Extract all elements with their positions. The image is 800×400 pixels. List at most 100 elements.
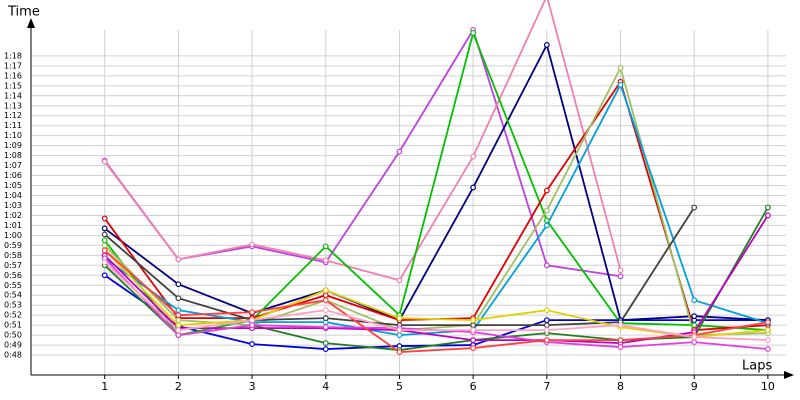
- data-point: [249, 317, 255, 324]
- data-point: [322, 324, 329, 331]
- data-point: [691, 313, 698, 320]
- data-point: [691, 322, 698, 329]
- x-tick-label: 2: [175, 380, 182, 393]
- y-tick-label: 1:07: [4, 161, 22, 170]
- y-tick-label: 0:59: [4, 241, 22, 250]
- data-point: [396, 277, 403, 284]
- data-point: [691, 339, 698, 345]
- y-tick-label: 1:14: [4, 91, 22, 100]
- x-tick-label: 3: [249, 380, 256, 393]
- x-tick-label: 4: [322, 380, 329, 393]
- data-point: [617, 81, 624, 88]
- data-point: [617, 337, 624, 343]
- y-tick-label: 0:49: [4, 341, 22, 350]
- series-line: [104, 261, 768, 341]
- y-tick-label: 1:15: [4, 81, 22, 90]
- grid: [31, 30, 786, 375]
- data-point: [249, 341, 255, 347]
- data-point: [764, 337, 771, 343]
- data-point: [322, 292, 329, 299]
- y-tick-label: 1:12: [4, 111, 22, 120]
- data-point: [617, 64, 624, 71]
- y-tick-label: 0:48: [4, 351, 22, 360]
- y-tick-label: 1:17: [4, 61, 22, 70]
- data-point: [175, 256, 182, 263]
- y-tick-label: 1:03: [4, 201, 22, 210]
- data-point: [470, 184, 477, 191]
- data-point: [617, 273, 624, 280]
- y-tick-label: 0:51: [4, 321, 22, 330]
- x-axis-label: Laps: [742, 359, 772, 374]
- series-line: [103, 27, 621, 278]
- data-point: [617, 322, 624, 329]
- y-tick-label: 1:13: [4, 101, 22, 110]
- y-tick-label: 0:54: [4, 291, 22, 300]
- data-point: [249, 241, 255, 248]
- y-tick-label: 0:52: [4, 311, 22, 320]
- y-tick-label: 1:11: [4, 121, 22, 130]
- data-point: [764, 327, 771, 334]
- data-point: [543, 327, 550, 334]
- y-tick-label: 0:50: [4, 331, 22, 340]
- data-point: [249, 309, 255, 316]
- data-point: [543, 322, 550, 329]
- data-point: [101, 247, 108, 254]
- data-point: [322, 257, 329, 264]
- data-point: [396, 349, 403, 355]
- data-point: [543, 217, 550, 224]
- data-point: [101, 231, 108, 238]
- data-point: [470, 153, 477, 160]
- x-tick-label: 8: [617, 380, 624, 393]
- data-point: [175, 317, 182, 324]
- data-point: [691, 204, 698, 211]
- data-point: [322, 243, 329, 250]
- y-tick-label: 0:56: [4, 271, 22, 280]
- y-tick-label: 1:10: [4, 131, 22, 140]
- data-point: [101, 225, 108, 232]
- x-tick-label: 7: [543, 380, 550, 393]
- data-point: [396, 148, 403, 155]
- data-point: [322, 307, 329, 314]
- y-tick-label: 1:00: [4, 231, 22, 240]
- data-point: [322, 297, 329, 304]
- data-point: [249, 322, 255, 329]
- y-tick-label: 0:55: [4, 281, 22, 290]
- data-point: [543, 222, 550, 229]
- series-line: [103, 0, 622, 282]
- data-point: [543, 187, 550, 194]
- y-tick-label: 0:53: [4, 301, 22, 310]
- data-point: [396, 327, 403, 334]
- plot: [101, 0, 771, 355]
- y-tick-label: 1:08: [4, 151, 22, 160]
- x-tick-label: 9: [691, 380, 698, 393]
- data-point: [101, 259, 108, 266]
- y-tick-label: 1:16: [4, 71, 22, 80]
- data-point: [764, 204, 771, 211]
- data-point: [175, 281, 182, 288]
- data-point: [543, 317, 550, 324]
- axes: Time Laps 0:480:490:500:510:520:530:540:…: [4, 5, 794, 393]
- data-point: [470, 317, 477, 324]
- data-point: [543, 262, 550, 269]
- data-point: [396, 332, 403, 339]
- data-point: [543, 337, 550, 343]
- data-point: [470, 30, 477, 36]
- data-point: [470, 327, 477, 334]
- series-line: [104, 249, 769, 353]
- data-point: [175, 322, 182, 329]
- y-axis-label: Time: [7, 5, 40, 20]
- x-tick-label: 5: [396, 380, 403, 393]
- y-tick-label: 1:06: [4, 171, 22, 180]
- data-point: [617, 344, 624, 350]
- data-point: [470, 337, 477, 343]
- data-point: [101, 242, 108, 249]
- y-tick-label: 1:04: [4, 191, 22, 200]
- y-tick-label: 1:02: [4, 211, 22, 220]
- data-point: [175, 307, 182, 314]
- data-point: [322, 287, 329, 294]
- data-point: [691, 297, 698, 304]
- series-line: [104, 82, 769, 337]
- series-line: [103, 30, 768, 337]
- data-point: [617, 267, 624, 274]
